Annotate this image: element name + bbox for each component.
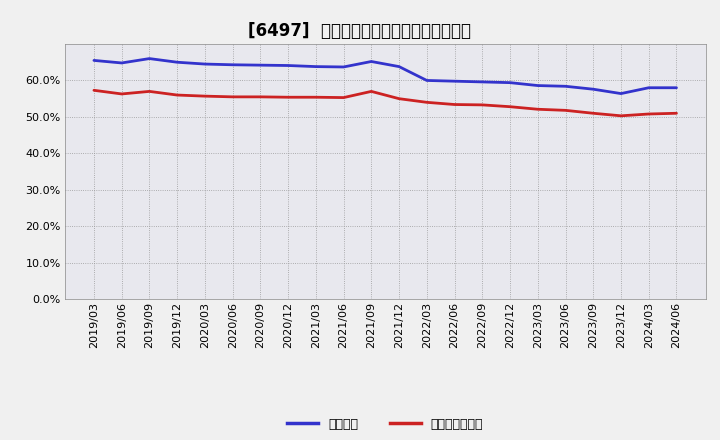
固定比率 bbox=[367, 59, 376, 64]
固定比率 bbox=[672, 85, 681, 90]
固定比率 bbox=[117, 60, 126, 66]
固定比率 bbox=[534, 83, 542, 88]
固定長期適合率 bbox=[644, 111, 653, 117]
Legend: 固定比率, 固定長期適合率: 固定比率, 固定長期適合率 bbox=[282, 413, 488, 436]
固定長期適合率 bbox=[201, 93, 210, 99]
固定比率 bbox=[478, 79, 487, 84]
固定比率 bbox=[339, 64, 348, 70]
Line: 固定比率: 固定比率 bbox=[94, 59, 677, 94]
固定長期適合率 bbox=[478, 102, 487, 107]
固定長期適合率 bbox=[616, 113, 625, 118]
固定長期適合率 bbox=[284, 95, 292, 100]
固定比率 bbox=[256, 62, 265, 68]
固定比率 bbox=[505, 80, 514, 85]
固定長期適合率 bbox=[145, 89, 154, 94]
固定長期適合率 bbox=[423, 100, 431, 105]
固定長期適合率 bbox=[672, 110, 681, 116]
固定長期適合率 bbox=[256, 94, 265, 99]
固定長期適合率 bbox=[505, 104, 514, 110]
固定比率 bbox=[644, 85, 653, 90]
固定比率 bbox=[312, 64, 320, 69]
固定長期適合率 bbox=[117, 92, 126, 97]
固定長期適合率 bbox=[339, 95, 348, 100]
固定比率 bbox=[173, 59, 181, 65]
固定比率 bbox=[616, 91, 625, 96]
固定長期適合率 bbox=[534, 106, 542, 112]
固定比率 bbox=[395, 64, 403, 69]
固定長期適合率 bbox=[173, 92, 181, 98]
固定比率 bbox=[145, 56, 154, 61]
固定比率 bbox=[284, 63, 292, 68]
固定比率 bbox=[89, 58, 98, 63]
固定長期適合率 bbox=[395, 96, 403, 101]
固定比率 bbox=[201, 62, 210, 67]
Line: 固定長期適合率: 固定長期適合率 bbox=[94, 90, 677, 116]
固定長期適合率 bbox=[312, 95, 320, 100]
固定長期適合率 bbox=[228, 94, 237, 99]
固定長期適合率 bbox=[561, 108, 570, 113]
固定比率 bbox=[423, 78, 431, 83]
固定長期適合率 bbox=[450, 102, 459, 107]
固定長期適合率 bbox=[589, 110, 598, 116]
Text: [6497]  固定比率、固定長期適合率の推移: [6497] 固定比率、固定長期適合率の推移 bbox=[248, 22, 472, 40]
固定比率 bbox=[589, 87, 598, 92]
固定比率 bbox=[228, 62, 237, 67]
固定長期適合率 bbox=[89, 88, 98, 93]
固定比率 bbox=[561, 84, 570, 89]
固定長期適合率 bbox=[367, 89, 376, 94]
固定比率 bbox=[450, 79, 459, 84]
